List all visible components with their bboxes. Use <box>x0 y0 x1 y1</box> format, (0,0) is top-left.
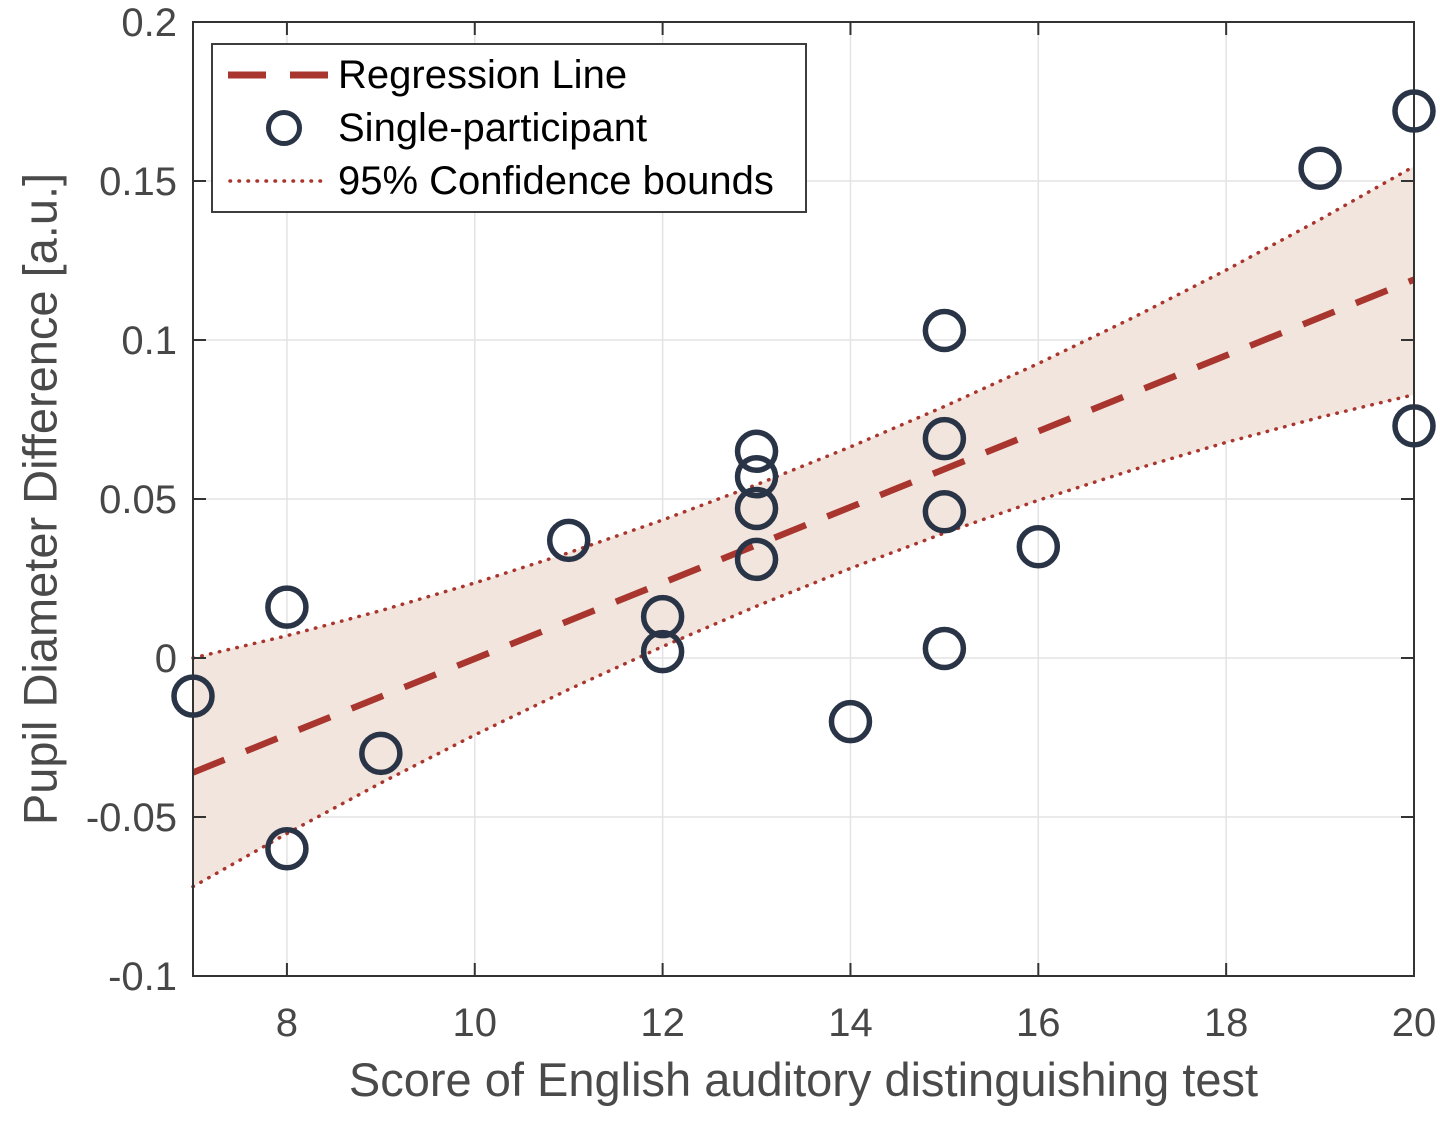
data-point-marker <box>828 699 873 744</box>
data-point-marker <box>265 585 309 629</box>
data-point-marker <box>1298 146 1342 191</box>
x-tick-label: 20 <box>1392 1001 1437 1045</box>
x-tick-label: 18 <box>1204 1001 1249 1045</box>
y-tick-label: 0.05 <box>99 478 177 522</box>
legend-item-confidence-bounds: 95% Confidence bounds <box>213 155 805 207</box>
legend-item-label: 95% Confidence bounds <box>338 158 774 203</box>
data-point-marker <box>171 674 215 718</box>
data-point-marker <box>922 416 967 461</box>
dotted-line-icon <box>226 175 330 187</box>
data-point-marker <box>1392 89 1436 133</box>
legend-item-single-participant: Single-participant <box>213 102 805 154</box>
legend-item-label: Regression Line <box>338 53 628 98</box>
y-tick-label: 0 <box>155 637 177 681</box>
data-point-marker <box>546 518 591 563</box>
data-point-marker <box>1016 524 1061 569</box>
y-tick-label: 0.1 <box>121 319 177 363</box>
confidence-bound-upper <box>191 164 1416 660</box>
y-tick-label: -0.1 <box>108 955 177 999</box>
x-tick-label: 8 <box>276 1001 298 1045</box>
x-tick-label: 14 <box>828 1001 873 1045</box>
data-point-marker <box>265 827 309 871</box>
y-tick-label: 0.2 <box>121 1 177 45</box>
data-point-marker <box>734 486 779 531</box>
data-point-marker <box>734 454 779 499</box>
data-point-marker <box>922 626 967 671</box>
data-point-marker <box>734 429 779 474</box>
data-point-marker <box>640 629 685 674</box>
dashed-line-icon <box>226 69 330 81</box>
data-point-marker <box>640 594 685 639</box>
y-tick-label: -0.05 <box>86 796 177 840</box>
legend-item-label: Single-participant <box>338 105 648 150</box>
data-point-marker <box>922 489 967 534</box>
y-tick-label: 0.15 <box>99 160 177 204</box>
x-tick-label: 12 <box>640 1001 685 1045</box>
data-point-marker <box>734 537 779 582</box>
data-point-marker <box>359 731 403 776</box>
legend-item-regression-line: Regression Line <box>213 49 805 101</box>
data-point-marker <box>922 308 967 353</box>
x-tick-label: 10 <box>453 1001 498 1045</box>
regression-line <box>191 276 1416 776</box>
data-point-marker <box>1392 404 1436 448</box>
legend: Regression Line Single-participant 95% C… <box>211 43 807 213</box>
open-circle-icon <box>226 107 330 149</box>
x-tick-label: 16 <box>1016 1001 1061 1045</box>
y-axis-label: Pupil Diameter Difference [a.u.] <box>13 172 67 826</box>
x-axis-label: Score of English auditory distinguishing… <box>348 1053 1259 1106</box>
